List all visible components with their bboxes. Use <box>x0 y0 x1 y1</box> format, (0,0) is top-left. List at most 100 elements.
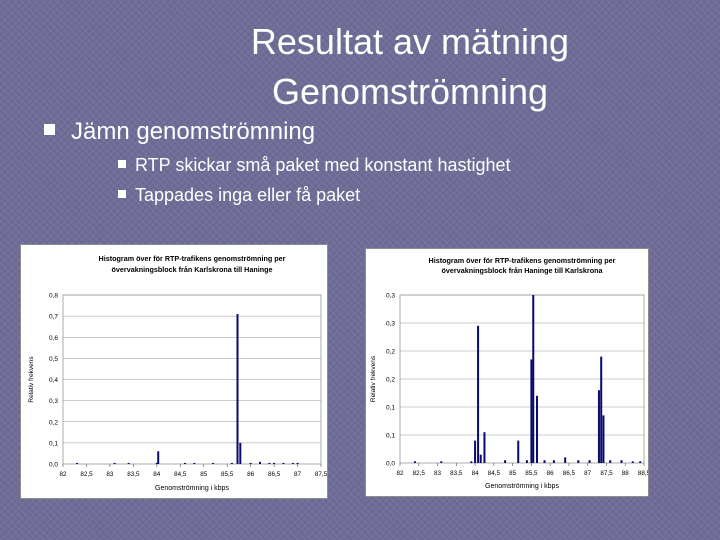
y-tick-label: 0,6 <box>49 335 58 342</box>
histogram-bar <box>193 462 196 464</box>
histogram-bar <box>249 462 252 464</box>
y-tick-label: 0,0 <box>49 462 58 469</box>
bullet-square-icon <box>44 124 55 136</box>
x-tick-label: 84,5 <box>488 470 501 477</box>
histogram-bar <box>268 462 271 464</box>
x-tick-label: 82 <box>59 471 67 478</box>
y-tick-label: 0,0 <box>386 461 395 468</box>
histogram-bar <box>543 460 546 463</box>
x-tick-label: 86,5 <box>268 471 281 478</box>
slide-title-line-1: Resultat av mätning <box>250 21 570 62</box>
y-tick-label: 0,2 <box>386 349 395 356</box>
x-tick-label: 85,5 <box>221 471 234 478</box>
chart-title: övervakningsblock från Karlskrona till H… <box>112 265 273 274</box>
y-tick-label: 0,7 <box>49 314 58 321</box>
x-tick-label: 84,5 <box>174 471 187 478</box>
bullet-square-icon <box>118 190 126 199</box>
x-axis-label: Genomströmning i kbps <box>485 483 559 490</box>
chart-title: övervakningsblock från Haninge till Karl… <box>442 266 604 275</box>
histogram-bar <box>296 462 299 464</box>
x-tick-label: 88,5 <box>638 470 648 477</box>
histogram-bar <box>530 359 533 463</box>
histogram-bar <box>273 462 276 464</box>
y-tick-label: 0,3 <box>386 321 395 328</box>
histogram-bar <box>236 314 239 464</box>
x-tick-label: 88 <box>622 470 630 477</box>
histogram-bar <box>259 461 262 464</box>
y-tick-label: 0,8 <box>49 293 58 300</box>
x-tick-label: 87,5 <box>600 470 613 477</box>
histogram-chart-svg: Histogram över för RTP-trafikens genomst… <box>370 256 651 490</box>
x-tick-label: 85,5 <box>525 470 538 477</box>
x-tick-label: 87 <box>584 470 592 477</box>
chart-title: Histogram över för RTP-trafikens genomst… <box>429 256 616 265</box>
histogram-bar <box>577 460 580 463</box>
sub-bullet-text: RTP skickar små paket med konstant hasti… <box>135 155 511 175</box>
y-tick-label: 0,4 <box>49 377 58 384</box>
slide-title-line-2: Genomströmning <box>271 71 549 112</box>
y-tick-label: 0,1 <box>386 405 395 412</box>
histogram-bar <box>127 462 130 464</box>
histogram-bar <box>157 451 160 464</box>
x-tick-label: 87 <box>294 471 302 478</box>
x-tick-label: 86 <box>247 471 255 478</box>
y-tick-label: 0,3 <box>49 398 58 405</box>
histogram-bar <box>588 460 591 463</box>
histogram-bar <box>470 461 473 463</box>
x-tick-label: 83 <box>434 470 442 477</box>
y-tick-label: 0,2 <box>386 377 395 384</box>
sub-bullet-text: Tappades inga eller få paket <box>135 185 361 205</box>
chart-title: Histogram över för RTP-trafikens genomst… <box>99 254 286 263</box>
histogram-bar <box>639 461 642 463</box>
main-bullet: Jämn genomströmning <box>44 116 315 148</box>
bullet-square-icon <box>118 160 126 169</box>
histogram-bar <box>230 462 233 464</box>
histogram-bar <box>479 454 482 463</box>
histogram-bar <box>474 440 477 463</box>
histogram-bar <box>631 461 634 463</box>
histogram-bar <box>536 395 539 463</box>
histogram-bar <box>600 356 603 463</box>
y-axis-label: Relativ frekvens <box>28 356 35 403</box>
histogram-bar <box>564 457 567 463</box>
histogram-bar <box>440 461 443 463</box>
histogram-bar <box>183 462 186 464</box>
x-tick-label: 85 <box>200 471 208 478</box>
y-tick-label: 0,1 <box>386 433 395 440</box>
histogram-bar <box>113 462 116 464</box>
sub-bullet: Tappades inga eller få paket <box>118 183 360 207</box>
y-tick-label: 0,1 <box>49 440 58 447</box>
y-tick-label: 0,2 <box>49 419 58 426</box>
x-tick-label: 85 <box>509 470 517 477</box>
main-bullet-text: Jämn genomströmning <box>71 118 316 145</box>
histogram-bar <box>212 462 215 464</box>
x-tick-label: 82,5 <box>80 471 93 478</box>
histogram-bar <box>477 325 480 463</box>
y-tick-label: 0,3 <box>386 293 395 300</box>
histogram-bar <box>525 460 528 463</box>
histogram-bar <box>552 460 555 463</box>
y-axis-label: Relativ frekvens <box>370 355 377 402</box>
x-tick-label: 86,5 <box>563 470 576 477</box>
x-tick-label: 83,5 <box>450 470 463 477</box>
x-tick-label: 86 <box>547 470 555 477</box>
histogram-haninge-karlskrona: Histogram över för RTP-trafikens genomst… <box>365 248 651 497</box>
x-tick-label: 84 <box>472 470 480 477</box>
histogram-bar <box>155 462 158 464</box>
histogram-bar <box>504 460 507 463</box>
histogram-bar <box>517 440 520 463</box>
histogram-bar <box>532 295 535 463</box>
y-tick-label: 0,5 <box>49 356 58 363</box>
histogram-bar <box>291 462 294 464</box>
x-tick-label: 87,5 <box>315 471 327 478</box>
histogram-bar <box>620 460 623 463</box>
x-tick-label: 84 <box>153 471 161 478</box>
x-tick-label: 82,5 <box>413 470 426 477</box>
x-axis-label: Genomströmning i kbps <box>155 485 229 492</box>
sub-bullet: RTP skickar små paket med konstant hasti… <box>118 153 511 177</box>
histogram-bar <box>609 460 612 463</box>
x-tick-label: 82 <box>396 470 404 477</box>
x-tick-label: 83 <box>106 471 114 478</box>
histogram-bar <box>597 390 600 463</box>
histogram-bar <box>602 415 605 463</box>
